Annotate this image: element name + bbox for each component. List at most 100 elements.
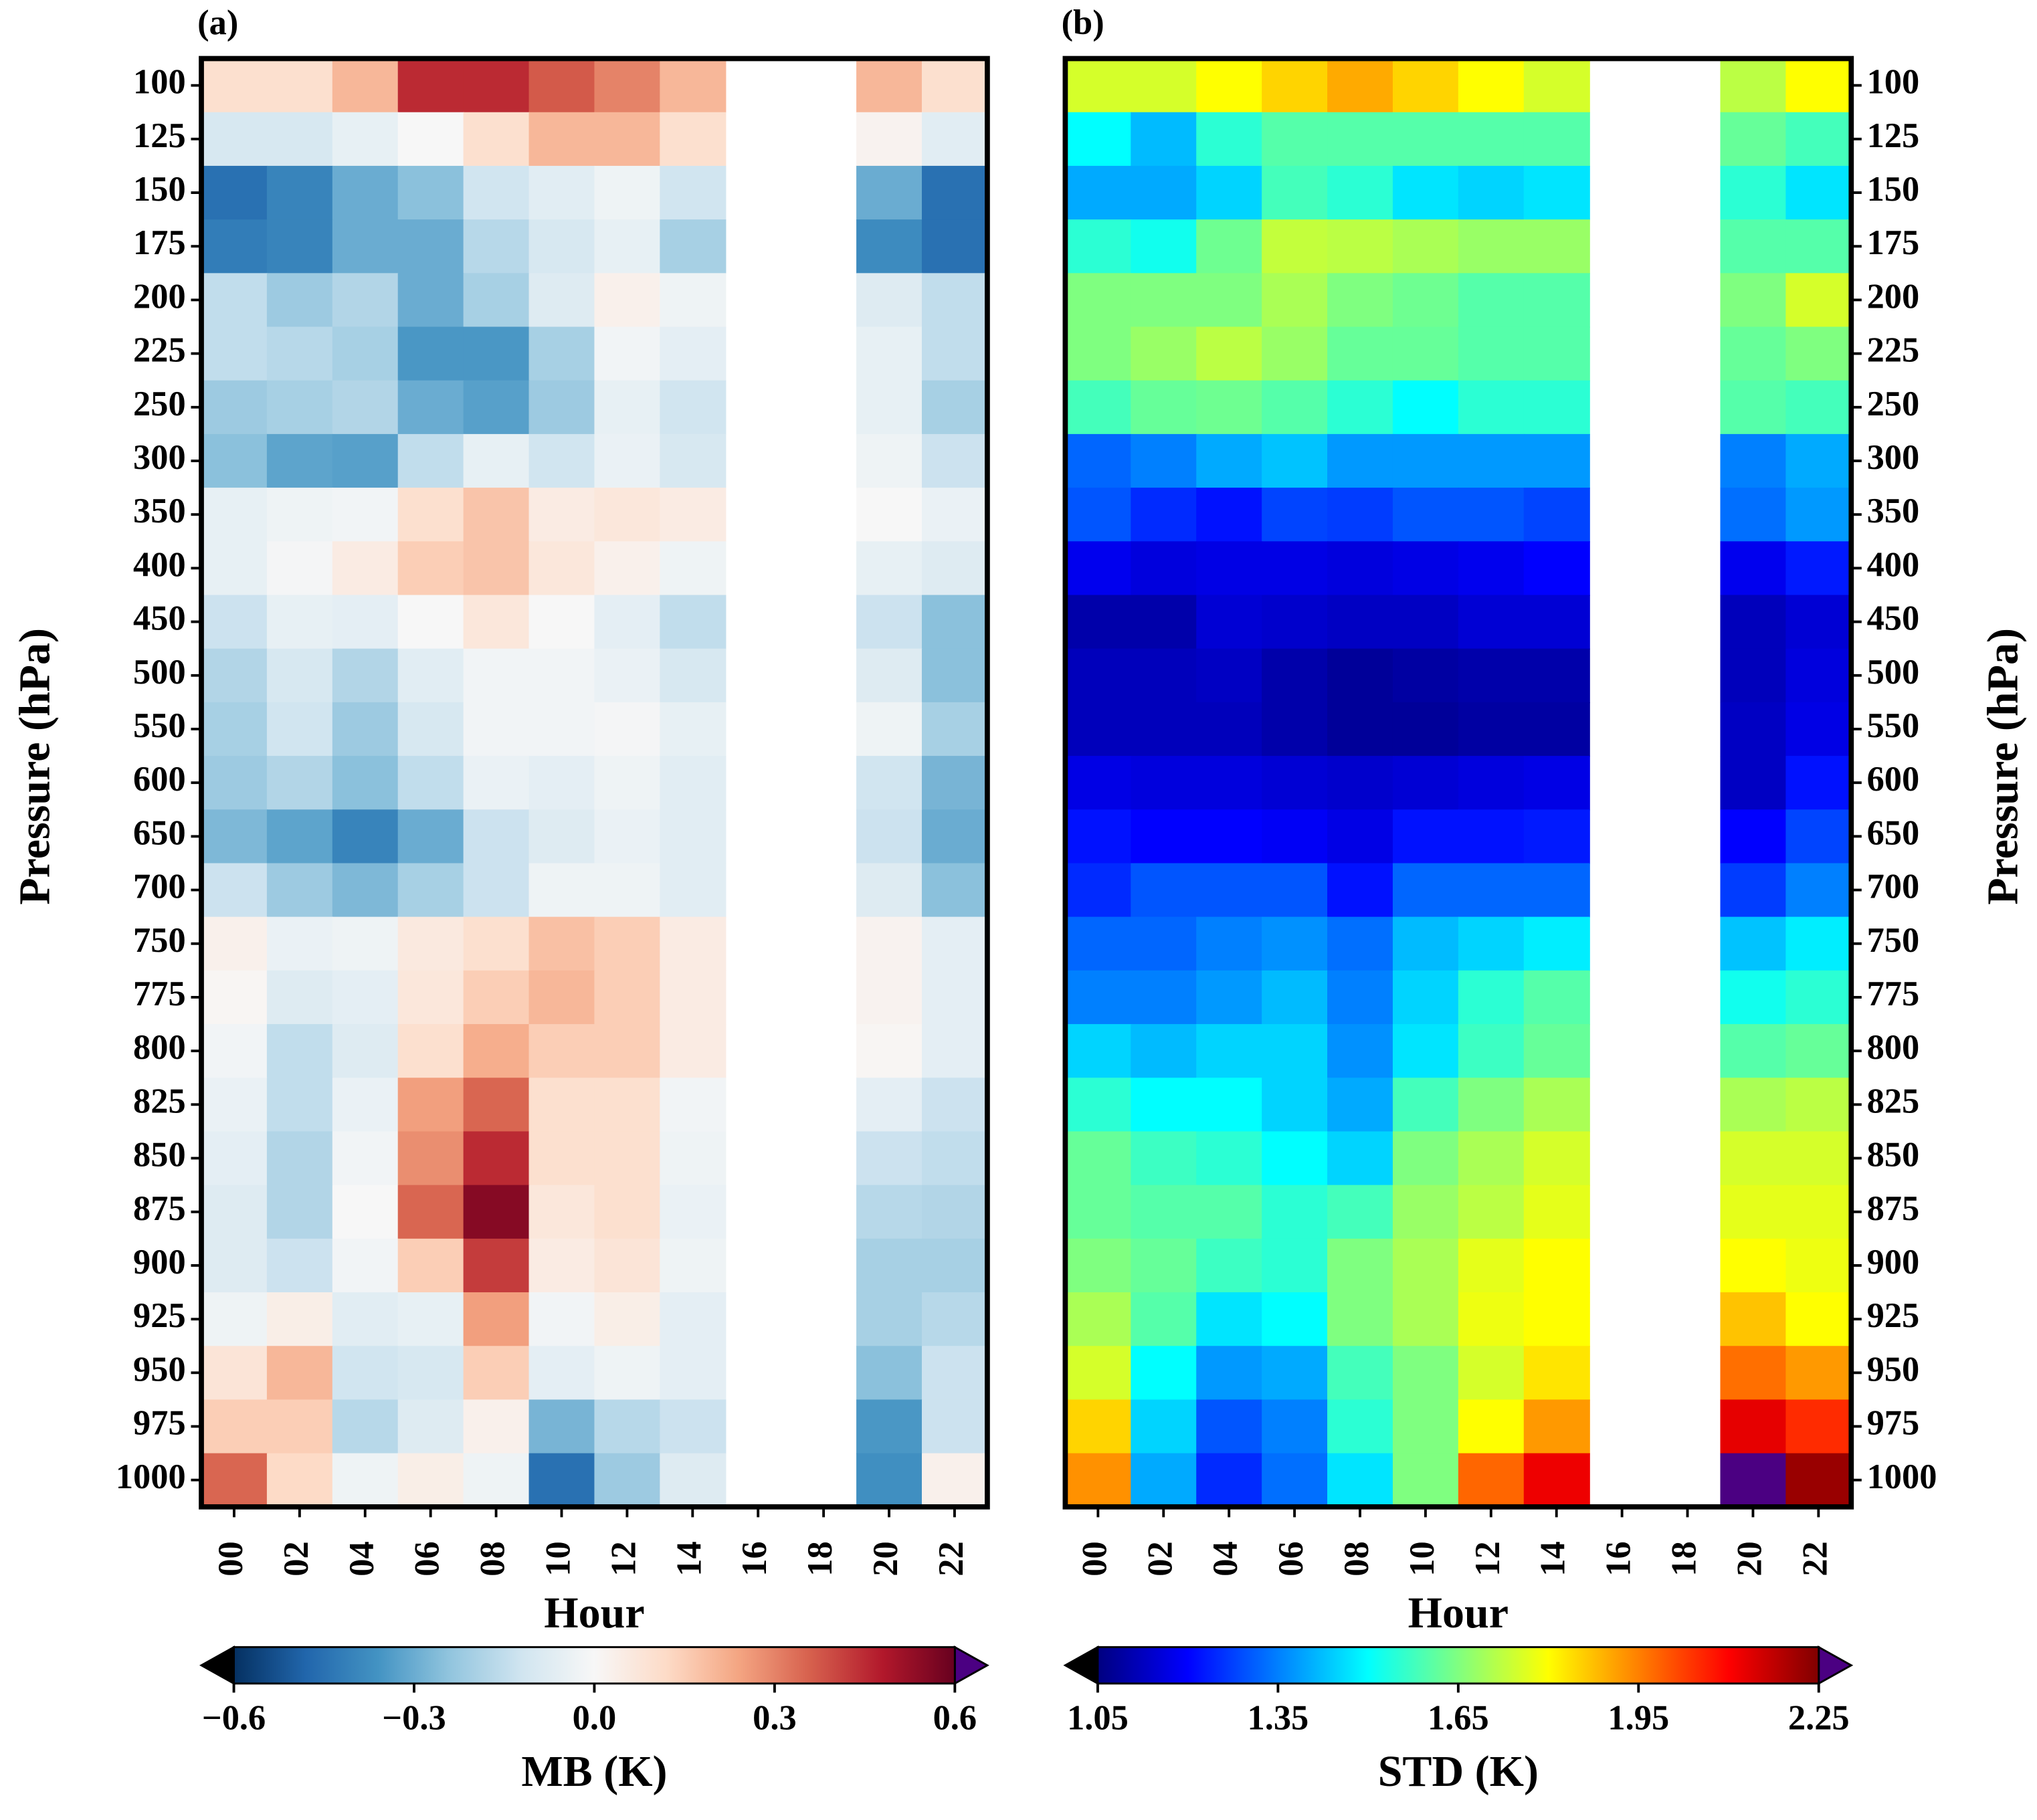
heatmap-cell (1458, 863, 1525, 918)
heatmap-cell (1065, 1078, 1132, 1132)
heatmap-cell (463, 1024, 530, 1079)
heatmap-cell (332, 970, 399, 1025)
heatmap-cell (1392, 1346, 1460, 1401)
heatmap-cell (1785, 1346, 1852, 1401)
heatmap-cell (1065, 648, 1132, 704)
heatmap-cell (1262, 1453, 1329, 1508)
heatmap-cell (1392, 58, 1460, 113)
heatmap-cell (660, 648, 726, 704)
heatmap-cell (201, 809, 268, 864)
heatmap-cell (1262, 433, 1329, 489)
heatmap-cell (266, 1238, 333, 1294)
heatmap-cell (1523, 1453, 1590, 1508)
heatmap-cell (266, 488, 333, 542)
heatmap-cell (201, 648, 268, 704)
heatmap-cell (856, 112, 923, 167)
heatmap-cell (397, 273, 464, 328)
heatmap-cell (856, 1399, 923, 1454)
y-tick-label: 975 (1867, 1404, 1920, 1443)
x-tick-label: 08 (1337, 1541, 1376, 1576)
heatmap-cell (1458, 1185, 1525, 1240)
y-tick-label: 400 (1867, 545, 1920, 584)
heatmap-cell (1785, 380, 1852, 435)
heatmap-cell (332, 809, 399, 864)
heatmap-cell (660, 970, 726, 1025)
heatmap-cell (1065, 58, 1132, 113)
heatmap-cell (921, 756, 989, 811)
colorbar-tick-label: 2.25 (1788, 1698, 1850, 1737)
heatmap-cell (528, 809, 595, 864)
heatmap-cell (660, 863, 726, 918)
heatmap-cell (1720, 595, 1787, 649)
heatmap-cell (397, 595, 464, 649)
heatmap-cell (1458, 541, 1525, 596)
heatmap-cell (266, 1131, 333, 1186)
x-tick-label: 00 (1075, 1541, 1114, 1576)
y-tick-label: 700 (133, 868, 186, 906)
heatmap-cell (1327, 1292, 1394, 1347)
heatmap-cell (397, 433, 464, 489)
heatmap-cell (332, 863, 399, 918)
heatmap-cell (856, 1453, 923, 1508)
heatmap-cell (397, 1238, 464, 1294)
heatmap-cell (1523, 863, 1590, 918)
heatmap-cell (1458, 1399, 1525, 1454)
heatmap-cell (594, 1292, 661, 1347)
heatmap-cell (1392, 380, 1460, 435)
heatmap-cell (1131, 1131, 1197, 1186)
heatmap-cell (1458, 433, 1525, 489)
colorbar-over (1818, 1645, 1854, 1686)
heatmap-cell (1327, 1131, 1394, 1186)
heatmap-cell (1131, 541, 1197, 596)
heatmap-cell (921, 1292, 989, 1347)
heatmap-cell (463, 702, 530, 757)
heatmap-cell (1327, 648, 1394, 704)
heatmap-cell (1065, 273, 1132, 328)
heatmap-cell (1720, 219, 1787, 274)
heatmap-cell (1458, 1346, 1525, 1401)
heatmap-cell (1327, 1078, 1394, 1132)
heatmap-cell (1720, 702, 1787, 757)
heatmap-cell (921, 488, 989, 542)
heatmap-cell (660, 326, 726, 381)
heatmap-cell (397, 219, 464, 274)
heatmap-cell (921, 541, 989, 596)
heatmap-cell (594, 433, 661, 489)
heatmap-cell (1785, 1024, 1852, 1079)
heatmap-cell (528, 1292, 595, 1347)
heatmap-cell (856, 595, 923, 649)
heatmap-cell (397, 756, 464, 811)
heatmap-cell (1262, 1238, 1329, 1294)
heatmap-cell (1327, 433, 1394, 489)
heatmap-cell (463, 648, 530, 704)
heatmap-cell (463, 165, 530, 221)
heatmap-cell (1523, 112, 1590, 167)
heatmap-cell (1262, 1292, 1329, 1347)
heatmap-cell (921, 326, 989, 381)
heatmap-cell (1327, 595, 1394, 649)
y-tick-label: 750 (1867, 921, 1920, 960)
heatmap-cell (1131, 756, 1197, 811)
heatmap-cell (1785, 58, 1852, 113)
heatmap-cell (1523, 1185, 1590, 1240)
y-tick-label: 975 (133, 1404, 186, 1443)
heatmap-cell (856, 433, 923, 489)
heatmap-cell (594, 1399, 661, 1454)
y-tick-label: 500 (133, 653, 186, 692)
heatmap-cell (1458, 1131, 1525, 1186)
heatmap-cell (1327, 1346, 1394, 1401)
heatmap-cell (1262, 58, 1329, 113)
heatmap-cell (1785, 112, 1852, 167)
heatmap-cell (1392, 756, 1460, 811)
heatmap-cell (332, 1399, 399, 1454)
y-tick-label: 150 (1867, 170, 1920, 209)
heatmap-cell (1458, 970, 1525, 1025)
heatmap-cell (660, 1185, 726, 1240)
heatmap-cell (1785, 433, 1852, 489)
heatmap-cell (1523, 165, 1590, 221)
heatmap-cell (266, 433, 333, 489)
heatmap-cell (528, 756, 595, 811)
heatmap-cell (1065, 1131, 1132, 1186)
heatmap-cell (397, 1131, 464, 1186)
